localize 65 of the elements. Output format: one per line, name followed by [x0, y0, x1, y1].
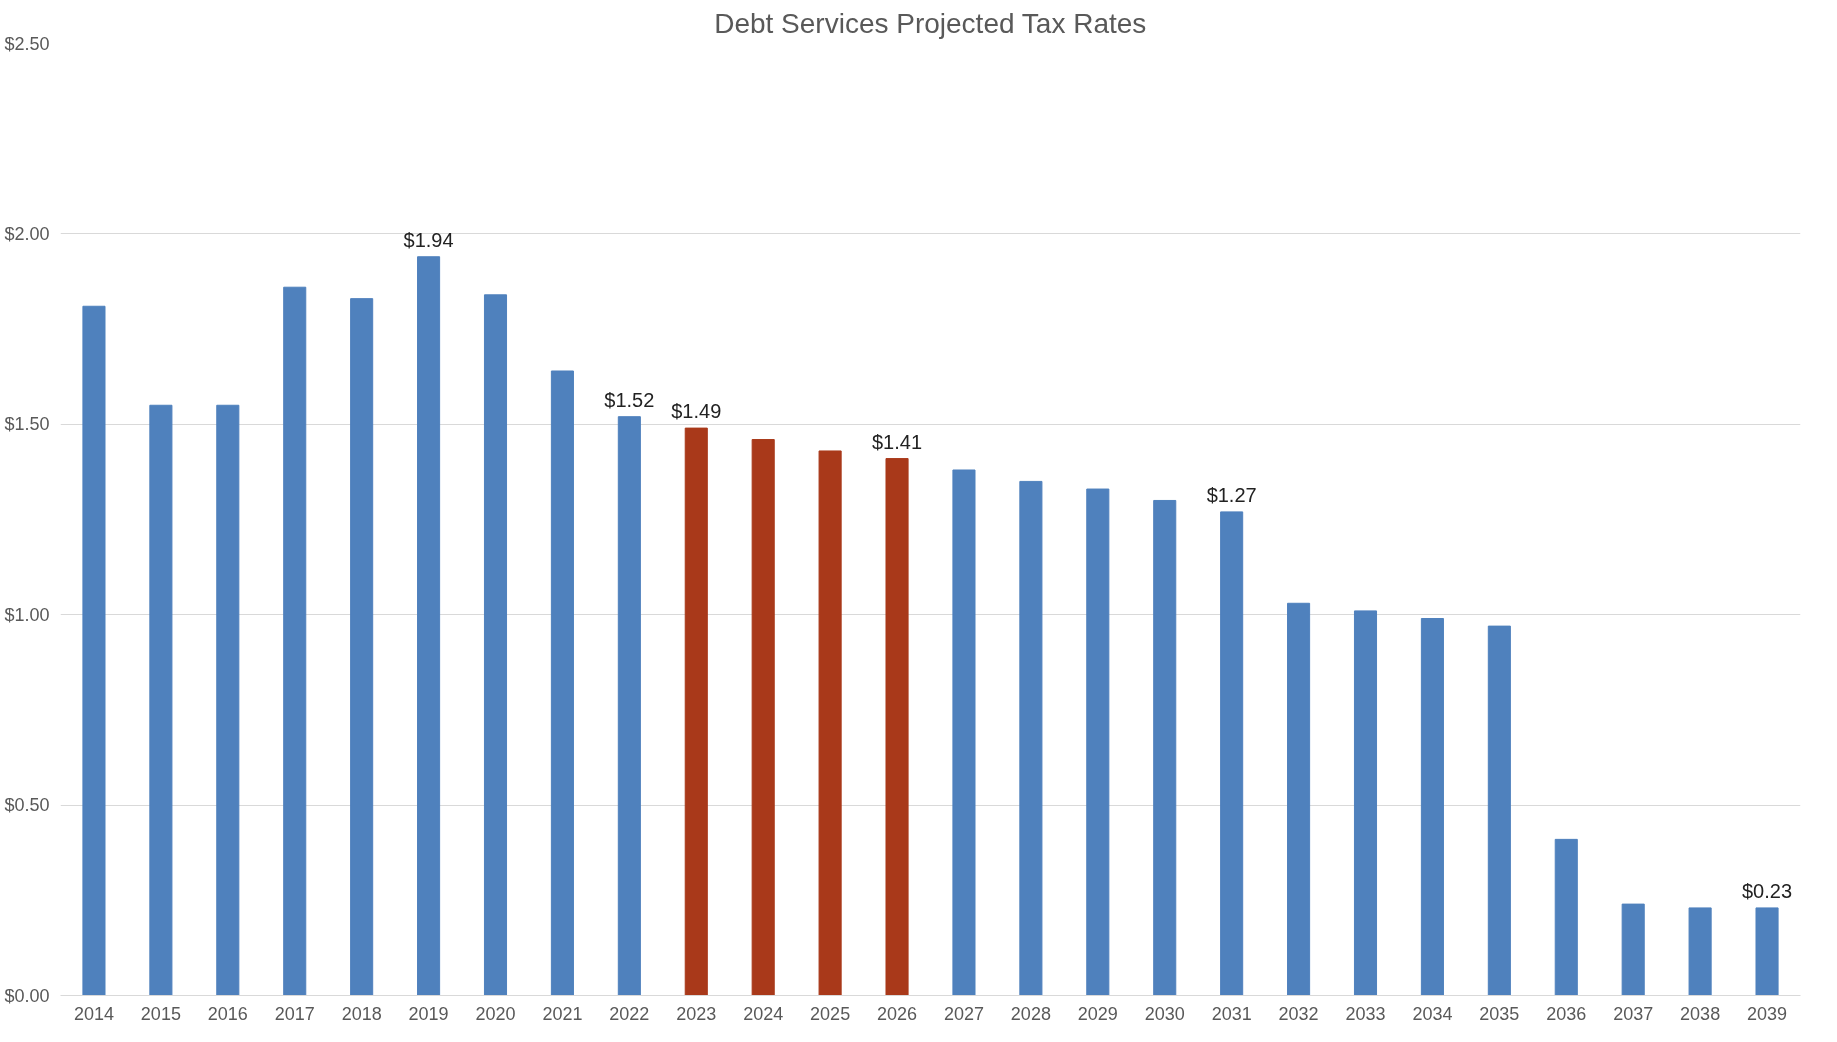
y-tick-label: $2.00 — [4, 223, 50, 244]
data-label: $1.52 — [604, 388, 655, 411]
x-tick-label: 2039 — [1747, 1003, 1788, 1024]
bar — [885, 458, 909, 996]
x-tick-label: 2031 — [1211, 1003, 1252, 1024]
bar — [1755, 907, 1779, 996]
bar — [1220, 511, 1244, 996]
bar — [751, 439, 775, 996]
bar — [82, 305, 106, 996]
x-tick-label: 2029 — [1077, 1003, 1118, 1024]
y-tick-label: $0.50 — [4, 795, 50, 816]
x-tick-label: 2014 — [73, 1003, 114, 1024]
x-tick-label: 2036 — [1546, 1003, 1587, 1024]
bar — [1353, 610, 1378, 996]
chart-title: Debt Services Projected Tax Rates — [714, 7, 1147, 39]
x-tick-label: 2023 — [676, 1003, 717, 1024]
bar — [417, 256, 441, 996]
x-tick-label: 2026 — [877, 1003, 918, 1024]
y-tick-label: $1.50 — [4, 414, 50, 435]
x-tick-label: 2016 — [207, 1003, 248, 1024]
bar — [818, 450, 842, 996]
bar — [617, 416, 641, 996]
data-label: $1.94 — [403, 228, 454, 251]
bar — [1688, 907, 1712, 996]
bar — [1153, 499, 1177, 996]
bar — [283, 286, 307, 996]
bar — [216, 404, 240, 996]
bar — [684, 427, 708, 996]
bar — [952, 469, 976, 996]
bar — [1086, 488, 1110, 996]
y-tick-label: $1.00 — [4, 604, 50, 625]
bar — [483, 294, 508, 996]
bar — [149, 404, 173, 996]
data-label: $1.27 — [1206, 483, 1257, 506]
bar — [550, 370, 574, 996]
data-label: $1.49 — [671, 400, 722, 423]
y-tick-label: $2.50 — [4, 33, 50, 54]
bar — [1554, 838, 1578, 996]
x-tick-label: 2025 — [810, 1003, 851, 1024]
x-tick-label: 2033 — [1345, 1003, 1386, 1024]
data-label: $1.41 — [872, 430, 923, 453]
x-tick-label: 2022 — [609, 1003, 650, 1024]
x-tick-label: 2017 — [274, 1003, 315, 1024]
x-tick-label: 2024 — [743, 1003, 784, 1024]
x-tick-label: 2028 — [1010, 1003, 1051, 1024]
x-tick-label: 2015 — [140, 1003, 181, 1024]
x-tick-label: 2027 — [943, 1003, 984, 1024]
x-tick-label: 2030 — [1144, 1003, 1185, 1024]
bar — [1621, 903, 1645, 996]
bar — [350, 298, 374, 996]
y-tick-label: $0.00 — [4, 985, 50, 1006]
x-tick-label: 2018 — [341, 1003, 382, 1024]
bar — [1487, 625, 1511, 996]
x-tick-label: 2037 — [1613, 1003, 1654, 1024]
x-tick-label: 2021 — [542, 1003, 583, 1024]
x-tick-label: 2020 — [475, 1003, 516, 1024]
bar — [1420, 618, 1444, 996]
bar — [1287, 602, 1311, 996]
x-tick-label: 2032 — [1278, 1003, 1319, 1024]
data-label: $0.23 — [1742, 879, 1793, 902]
x-tick-label: 2034 — [1412, 1003, 1453, 1024]
x-tick-label: 2019 — [408, 1003, 449, 1024]
bar — [1019, 480, 1043, 996]
x-tick-label: 2038 — [1680, 1003, 1721, 1024]
x-tick-label: 2035 — [1479, 1003, 1520, 1024]
